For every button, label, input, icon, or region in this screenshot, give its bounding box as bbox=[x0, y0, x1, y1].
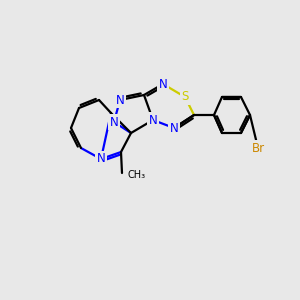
Text: N: N bbox=[116, 94, 124, 106]
Text: S: S bbox=[181, 91, 189, 103]
Text: Br: Br bbox=[251, 142, 265, 154]
Text: N: N bbox=[110, 116, 118, 128]
Text: N: N bbox=[97, 152, 105, 166]
Text: CH₃: CH₃ bbox=[127, 170, 145, 180]
Text: N: N bbox=[159, 77, 167, 91]
Text: N: N bbox=[148, 113, 158, 127]
Text: N: N bbox=[169, 122, 178, 134]
